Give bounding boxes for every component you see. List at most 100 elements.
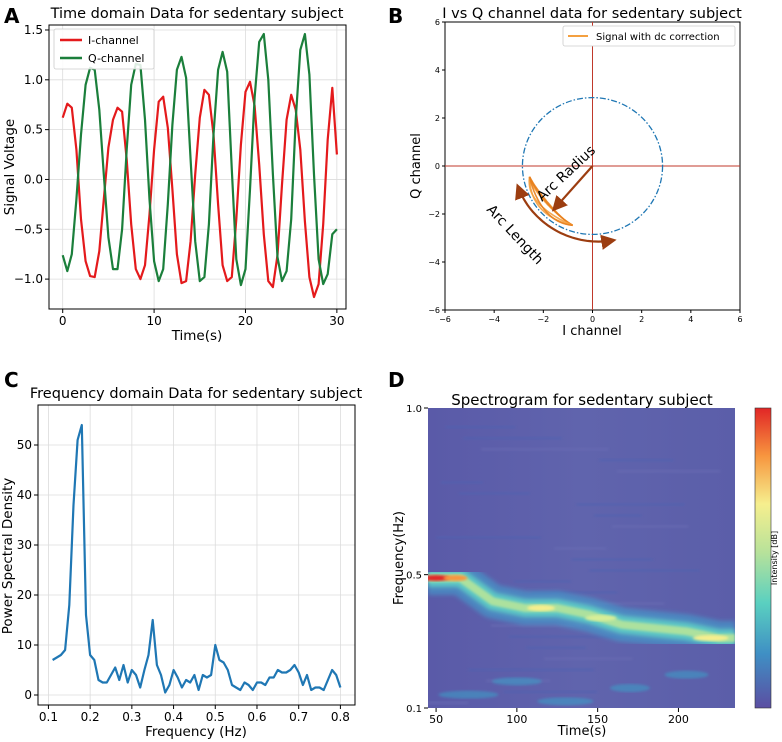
spectrogram-streak	[576, 502, 685, 506]
panel-d-title: Spectrogram for sedentary subject	[451, 391, 713, 409]
panel-b-xlabel: I channel	[562, 324, 621, 339]
i-channel-line	[61, 80, 338, 299]
panel-d-ticks: 50 100 150 200 0.1 0.5 1.0	[406, 404, 689, 726]
panel-c-frame	[37, 404, 356, 706]
panel-c-ytick-label: 40	[17, 488, 32, 502]
panel-c-xtick-label: 0.2	[81, 710, 100, 724]
legend-iq-label: Signal with dc correction	[596, 32, 720, 43]
panel-a-xtick-label: 0	[59, 314, 67, 328]
panel-letter-d: D	[388, 368, 405, 392]
panel-b-ytick-label: −6	[428, 306, 440, 315]
spectrogram-streak	[589, 569, 700, 573]
panel-b-xtick-label: −6	[439, 315, 451, 324]
panel-letter-a: A	[4, 4, 20, 28]
panel-d-spectrogram: Spectrogram for sedentary subject 50 100 1…	[392, 391, 779, 739]
spectrogram-streak	[513, 580, 571, 584]
spectrogram-hotspot	[692, 635, 729, 641]
panel-c-frequency: Frequency domain Data for sedentary subj…	[0, 386, 362, 740]
panel-d-ylabel: Frequency(Hz)	[392, 511, 407, 605]
panel-c-title: Frequency domain Data for sedentary subj…	[30, 386, 363, 402]
panel-d-content	[428, 408, 735, 708]
spectrogram-streak	[440, 480, 483, 484]
panel-c-ytick-label: 10	[17, 638, 32, 652]
spectrogram-streak	[531, 591, 618, 595]
spectrogram-lowband	[491, 677, 542, 686]
panel-d-xtick-label: 50	[429, 713, 443, 726]
spectrogram-streak	[503, 690, 597, 694]
panel-c-grid	[38, 405, 355, 705]
legend-q-channel-label: Q-channel	[88, 52, 144, 65]
panel-c-ytick-label: 20	[17, 588, 32, 602]
panel-a-frame	[48, 24, 347, 310]
spectrogram-hotspot	[443, 575, 468, 581]
spectrogram-streak	[571, 558, 653, 561]
spectrogram-streak	[526, 646, 586, 650]
panel-d-ytick-label: 1.0	[406, 404, 422, 415]
panel-a-xlabel: Time(s)	[171, 328, 223, 344]
panel-b-xtick-label: 2	[639, 315, 644, 324]
panel-b-title: I vs Q channel data for sedentary subjec…	[442, 6, 742, 22]
spectrogram-streak	[508, 635, 629, 639]
panel-d-xtick-label: 100	[506, 713, 527, 726]
spectrogram-lowband	[438, 690, 499, 699]
spectrogram-lowband	[609, 684, 650, 692]
colorbar-label: Intensity [dB]	[770, 531, 779, 585]
q-channel-line	[61, 32, 338, 287]
panel-d-xtick-label: 150	[587, 713, 608, 726]
panel-letter-c: C	[4, 368, 19, 392]
panel-a-ticks: 0 10 20 30 −1.0 −0.5 0.0 0.5 1.0 1.5	[14, 23, 345, 328]
panel-d-xtick-label: 200	[668, 713, 689, 726]
spectrogram-streak	[599, 458, 674, 462]
spectrogram-hotspot	[527, 605, 556, 611]
panel-c-series	[52, 423, 342, 694]
panel-b-ylabel: Q channel	[409, 133, 424, 199]
panel-c-xlabel: Frequency (Hz)	[145, 724, 247, 740]
spectrogram-streak	[436, 535, 542, 539]
panel-b-xtick-label: 6	[737, 315, 742, 324]
panel-d-xlabel: Time(s)	[557, 724, 607, 739]
panel-d-ytick-label: 0.1	[406, 704, 422, 715]
panel-a-xtick-label: 30	[329, 314, 344, 328]
spectrogram-streak	[428, 701, 468, 705]
legend-i-channel-label: I-channel	[88, 34, 139, 47]
panel-a-legend: I-channel Q-channel	[53, 28, 155, 70]
panel-c-ticks: 0.1 0.2 0.3 0.4 0.5 0.6 0.7 0.8 0 10 20 30 40 50	[17, 438, 350, 724]
spectrogram-streak	[554, 546, 607, 550]
panel-b-ytick-label: 0	[435, 162, 440, 171]
psd-line	[52, 423, 342, 694]
panel-c-xtick-label: 0.6	[247, 710, 266, 724]
panel-a-grid	[49, 25, 346, 309]
spectrogram-ridge-inner	[428, 574, 735, 642]
panel-a-xtick-label: 20	[238, 314, 253, 328]
panel-a-ytick-label: 1.5	[24, 23, 43, 37]
spectrogram-streak	[445, 425, 515, 429]
spectrogram-streak	[617, 469, 721, 473]
panel-c-xtick-label: 0.8	[331, 710, 350, 724]
panel-c-ytick-label: 30	[17, 538, 32, 552]
panel-b-xtick-label: −4	[488, 315, 500, 324]
spectrogram-lowband	[537, 697, 594, 706]
panel-a-ylabel: Signal Voltage	[2, 119, 18, 215]
panel-c-ytick-label: 50	[17, 438, 32, 452]
panel-a-ytick-label: 1.0	[24, 73, 43, 87]
panel-c-xtick-label: 0.4	[164, 710, 183, 724]
spectrogram-streak	[594, 513, 642, 517]
spectrogram-lowband	[664, 670, 709, 679]
spectrogram-hotspot	[584, 615, 617, 621]
panel-a-time-domain: Time domain Data for sedentary subject 0…	[2, 6, 347, 344]
panel-a-ytick-label: −0.5	[14, 222, 43, 236]
panel-c-xtick-label: 0.3	[122, 710, 141, 724]
panel-b-xtick-label: 4	[688, 315, 693, 324]
panel-a-ytick-label: 0.0	[24, 172, 43, 186]
panel-c-xtick-label: 0.5	[206, 710, 225, 724]
panel-a-title: Time domain Data for sedentary subject	[50, 6, 344, 22]
panel-b-legend: Signal with dc correction	[562, 25, 736, 47]
panel-c-xtick-label: 0.1	[39, 710, 58, 724]
spectrogram-streak	[491, 624, 583, 628]
spectrogram-streak	[458, 491, 530, 495]
panel-b-xtick-label: 0	[590, 315, 595, 324]
panel-b-xtick-label: −2	[537, 315, 549, 324]
panel-a-ytick-label: −1.0	[14, 272, 43, 286]
panel-a-series	[61, 32, 338, 299]
